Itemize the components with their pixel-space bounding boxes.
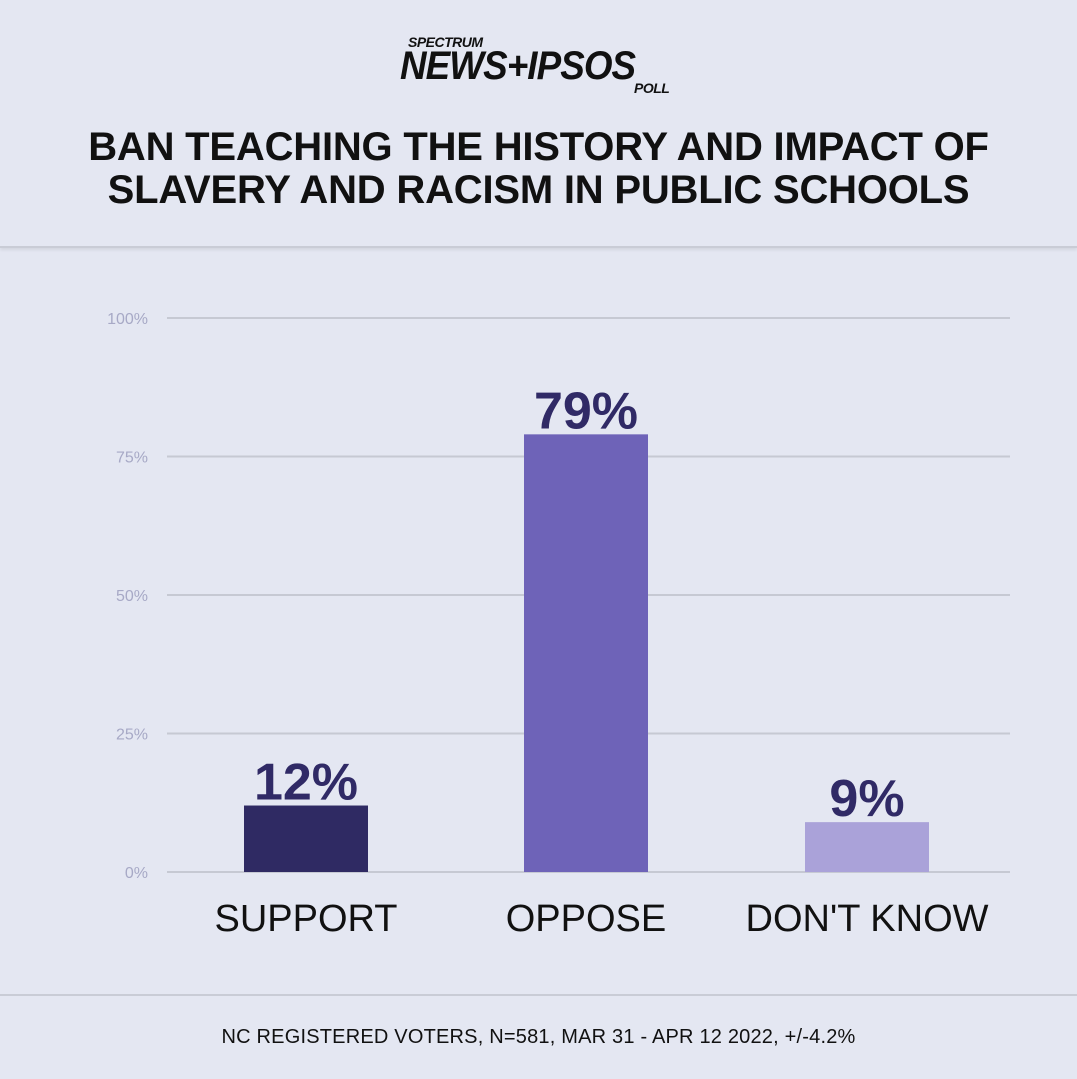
y-tick-label: 75% <box>116 450 148 467</box>
bar <box>244 805 368 872</box>
y-tick-label: 50% <box>116 588 148 605</box>
logo-poll-text: POLL <box>634 80 670 96</box>
category-label: OPPOSE <box>506 898 667 940</box>
value-label: 12% <box>254 754 358 812</box>
y-tick-label: 100% <box>107 311 148 328</box>
footnote: NC REGISTERED VOTERS, N=581, MAR 31 - AP… <box>221 1026 856 1048</box>
value-label: 9% <box>829 770 904 828</box>
category-label: SUPPORT <box>214 898 397 940</box>
logo-spectrum-text: SPECTRUM <box>408 34 483 50</box>
footer: NC REGISTERED VOTERS, N=581, MAR 31 - AP… <box>0 994 1077 1079</box>
value-label: 79% <box>534 382 638 440</box>
y-tick-label: 25% <box>116 727 148 744</box>
bar <box>524 434 648 872</box>
bar <box>805 822 929 872</box>
spectrum-news-ipsos-logo: SPECTRUM NEWS+IPSOS POLL <box>0 30 1077 100</box>
chart-title: BAN TEACHING THE HISTORY AND IMPACT OF S… <box>88 125 989 212</box>
logo-main-text: NEWS+IPSOS <box>400 44 636 88</box>
category-label: DON'T KNOW <box>746 898 989 940</box>
header: SPECTRUM NEWS+IPSOS POLL BAN TEACHING TH… <box>0 0 1077 248</box>
y-tick-label: 0% <box>125 865 148 882</box>
